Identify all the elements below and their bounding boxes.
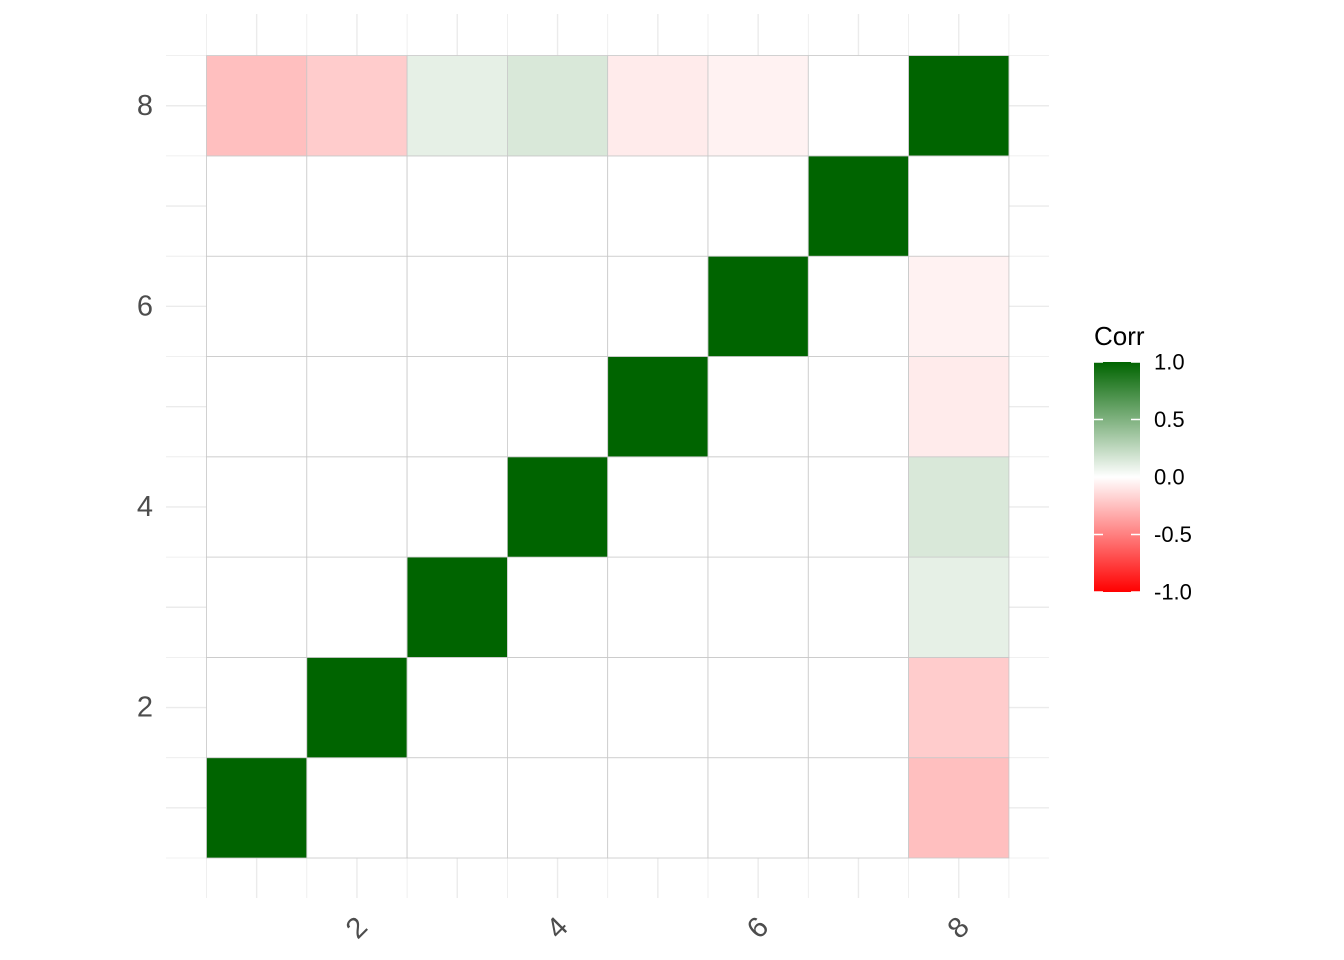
heatmap-cell [908,55,1010,157]
heatmap-cell [607,657,709,759]
x-tick-label: 4 [541,911,575,945]
heatmap-cell [807,456,909,558]
y-tick-label: 4 [137,491,153,523]
heatmap-cell [406,155,508,257]
heatmap-cell [607,55,709,157]
legend-label: 0.0 [1154,465,1185,490]
heatmap-cell [406,657,508,759]
heatmap-cell [406,556,508,658]
heatmap-cell [506,556,609,658]
heatmap-cell [506,255,609,357]
heatmap-cell [306,556,408,658]
heatmap-cell [306,356,408,458]
heatmap-cell [206,757,308,859]
legend-label: -0.5 [1154,522,1192,547]
heatmap-cell [506,757,609,859]
heatmap-cell [506,657,609,759]
x-tick-label: 2 [340,911,374,945]
y-tick-label: 2 [137,692,153,724]
heatmap-cell [707,657,809,759]
heatmap-cell [707,556,809,658]
heatmap-cell [807,155,909,257]
heatmap-cell [908,657,1010,759]
x-tick-label: 6 [741,911,775,945]
heatmap-cell [607,356,709,458]
heatmap-cell [908,456,1010,558]
heatmap-cells [206,55,1010,859]
heatmap-cell [406,255,508,357]
heatmap-cell [306,456,408,558]
heatmap-cell [306,657,408,759]
heatmap-cell [807,255,909,357]
y-tick-label: 6 [137,290,153,322]
heatmap-cell [807,657,909,759]
heatmap-cell [406,757,508,859]
heatmap-cell [506,456,609,558]
heatmap-cell [607,556,709,658]
heatmap-cell [206,556,308,658]
heatmap-cell [707,456,809,558]
heatmap-cell [506,356,609,458]
heatmap-cell [807,55,909,157]
heatmap-cell [908,356,1010,458]
heatmap-cell [206,657,308,759]
heatmap-cell [406,356,508,458]
heatmap-cell [707,356,809,458]
heatmap-cell [807,556,909,658]
y-tick-label: 8 [137,90,153,122]
legend-label: 0.5 [1154,407,1185,432]
heatmap-cell [306,255,408,357]
heatmap-cell [607,456,709,558]
legend-title: Corr [1094,321,1145,351]
heatmap-cell [506,55,609,157]
heatmap-cell [607,757,709,859]
heatmap-cell [306,55,408,157]
heatmap-cell [807,757,909,859]
legend-label: -1.0 [1154,580,1192,605]
heatmap-cell [908,155,1010,257]
x-tick-label: 8 [942,911,976,945]
heatmap-cell [607,155,709,257]
heatmap-cell [908,757,1010,859]
heatmap-cell [707,55,809,157]
heatmap-cell [306,757,408,859]
heatmap-cell [206,356,308,458]
heatmap-cell [406,456,508,558]
heatmap-cell [506,155,609,257]
heatmap-cell [306,155,408,257]
heatmap-cell [908,255,1010,357]
legend-ticks: 1.0 0.5 0.0 -0.5 -1.0 [1094,350,1192,605]
heatmap-cell [406,55,508,157]
heatmap-cell [206,155,308,257]
legend: Corr 1.0 0.5 0.0 -0.5 -1.0 [1094,321,1192,605]
heatmap-cell [707,757,809,859]
heatmap-cell [206,55,308,157]
heatmap-cell [707,255,809,357]
heatmap-cell [908,556,1010,658]
heatmap-cell [206,456,308,558]
heatmap-cell [607,255,709,357]
legend-label: 1.0 [1154,350,1185,375]
heatmap-cell [206,255,308,357]
heatmap-cell [707,155,809,257]
heatmap-cell [807,356,909,458]
